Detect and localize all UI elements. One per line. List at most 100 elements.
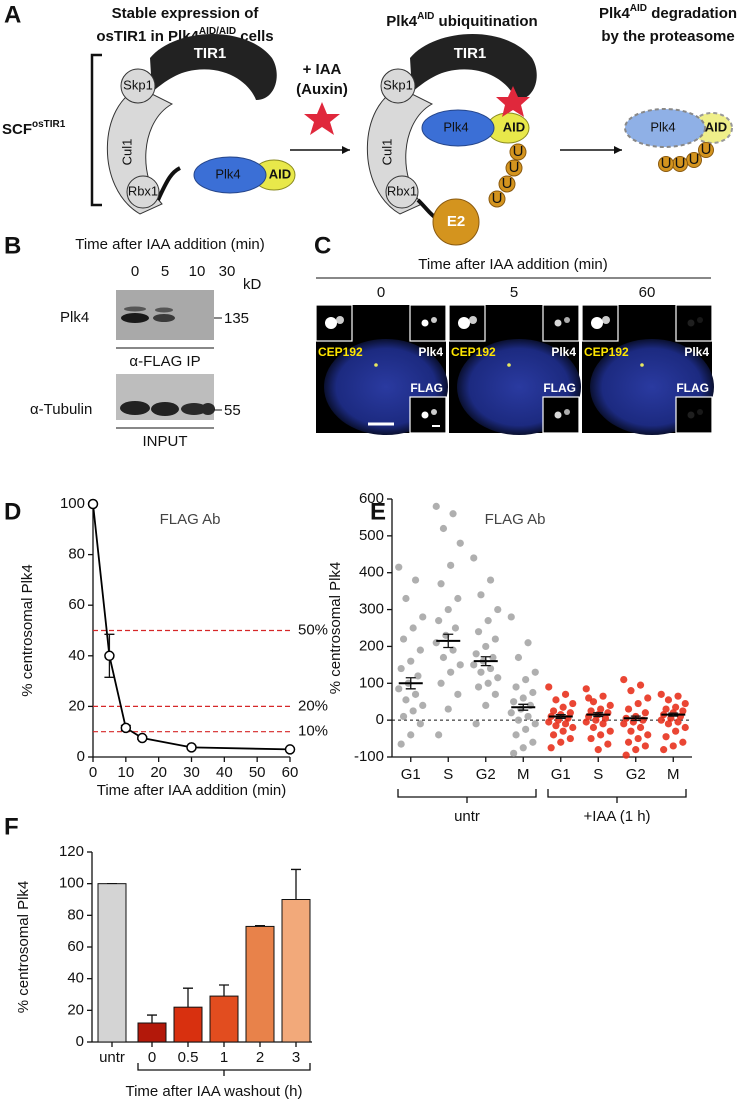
dot (634, 699, 642, 708)
y-tick-label: 300 (359, 601, 384, 618)
channel-label: FLAG (543, 381, 576, 395)
text: SCF (2, 121, 32, 138)
dot (491, 690, 499, 698)
y-tick-label: 20 (68, 697, 85, 714)
dot (531, 720, 539, 728)
text: osTIR1 in Plk4 (96, 28, 199, 45)
dot (489, 653, 497, 662)
dot (507, 709, 515, 717)
ubiquitin (509, 143, 527, 161)
x-tick-label: 20 (150, 764, 167, 781)
unit: kD (243, 276, 262, 293)
dot (494, 605, 502, 614)
ubiquitin-chain: U U U U (488, 143, 527, 208)
dot (449, 510, 457, 518)
x-tick-label: 0.5 (178, 1049, 199, 1066)
label: TIR1 (194, 45, 227, 62)
dot (439, 524, 448, 533)
dot (634, 734, 642, 743)
y-axis-label: % centrosomal Plk4 (327, 562, 344, 695)
dot (549, 707, 558, 715)
dot (439, 653, 448, 662)
centrosome (507, 363, 511, 367)
ubiquitin (505, 159, 523, 177)
dot (514, 653, 523, 662)
x-tick-label: G2 (626, 766, 646, 783)
dot (449, 646, 457, 654)
dot (512, 731, 520, 739)
channel-label: Plk4 (684, 345, 709, 359)
label: AID (503, 119, 525, 134)
x-tick-label: M (667, 766, 680, 783)
dot (522, 676, 530, 684)
band (181, 403, 207, 415)
dot (597, 705, 605, 713)
linker (416, 198, 438, 220)
dot (606, 701, 614, 710)
inset (409, 304, 447, 342)
x-tick-label: 30 (183, 764, 200, 781)
inset (675, 304, 713, 342)
error-bar (593, 712, 604, 718)
x-tick-label: 60 (282, 764, 299, 781)
marker (104, 650, 115, 662)
error-bar (480, 656, 491, 667)
rbx1 (126, 175, 160, 209)
dot (454, 594, 462, 603)
label: Plk4 (443, 119, 468, 134)
title: Time after IAA addition (min) (418, 256, 608, 273)
label: Rbx1 (387, 183, 417, 198)
lane-label: 30 (219, 263, 236, 280)
dot (456, 661, 464, 669)
dot (582, 685, 590, 693)
centrosome (374, 363, 378, 367)
dot (624, 705, 633, 713)
spot (431, 317, 437, 323)
y-tick-label: 60 (68, 596, 85, 613)
dot (522, 725, 530, 733)
y-axis-label: % centrosomal Plk4 (19, 564, 36, 697)
dot (514, 716, 523, 724)
error-bar (668, 712, 679, 717)
spot (687, 411, 695, 419)
marker (120, 722, 132, 734)
dot (399, 635, 408, 643)
dot (641, 709, 649, 717)
label: U (509, 159, 520, 176)
ubiquitin (698, 142, 714, 158)
dot (484, 679, 492, 687)
x-tick-label: 2 (256, 1049, 264, 1066)
bar (137, 1022, 167, 1043)
dot (451, 624, 460, 632)
label: U (661, 155, 672, 172)
treatment: (Auxin) (296, 81, 348, 98)
band (155, 307, 173, 313)
band (151, 402, 179, 416)
dot (510, 749, 518, 757)
dot (549, 731, 558, 739)
spot (564, 317, 570, 323)
ubiquitin-chain: U U U U (658, 141, 714, 172)
ubiquitin (488, 190, 506, 208)
dot (407, 731, 415, 739)
channel-label: CEP192 (451, 345, 496, 359)
y-tick-label: 0 (76, 1033, 84, 1050)
protein-label: Plk4 (60, 309, 89, 326)
label: U (502, 175, 513, 192)
dot (486, 664, 495, 673)
spot (469, 316, 477, 324)
dot (482, 701, 490, 710)
dot (545, 718, 553, 726)
dot (531, 668, 539, 676)
plk4 (193, 156, 267, 194)
text: degradation (647, 5, 737, 22)
dot (474, 628, 483, 636)
marker-label: 135 (224, 310, 249, 327)
label: Rbx1 (128, 183, 158, 198)
dot (599, 720, 607, 728)
x-tick-label: S (593, 766, 603, 783)
channel-label: FLAG (676, 381, 709, 395)
label: Plk4 (650, 119, 675, 134)
error-bar (630, 715, 641, 722)
panel-letter: C (314, 232, 331, 259)
